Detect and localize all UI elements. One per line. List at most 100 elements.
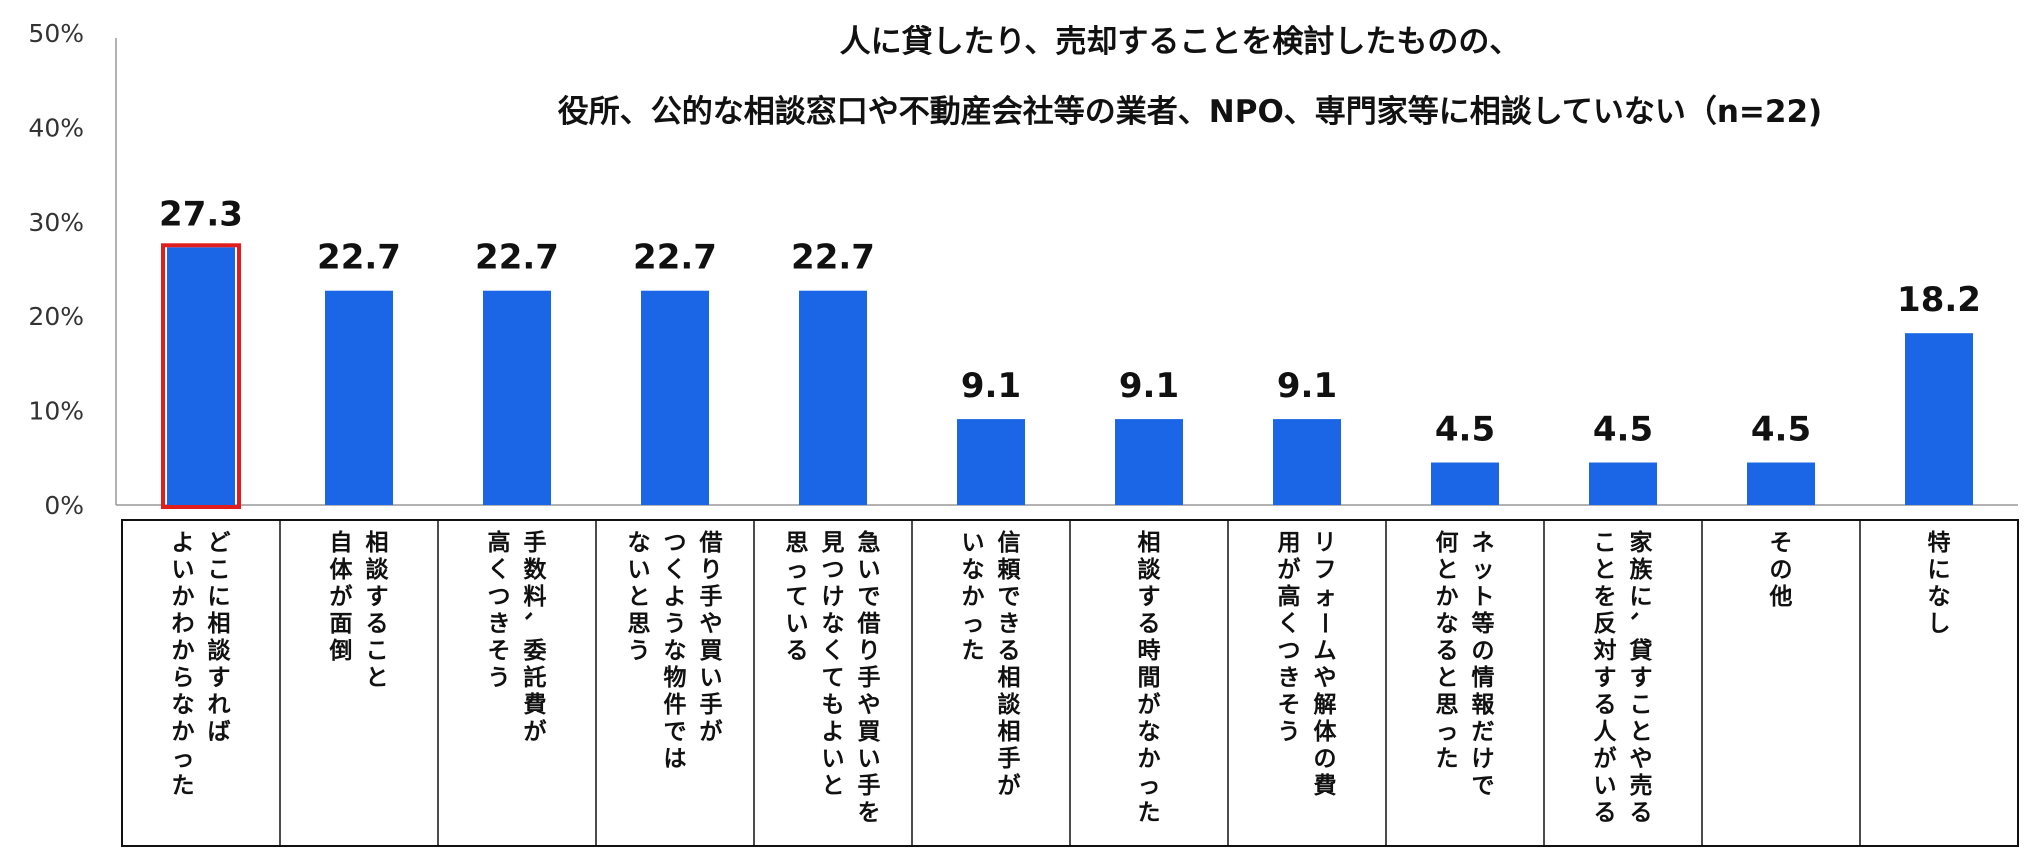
category-char: 族 xyxy=(1630,556,1654,583)
category-char: 見 xyxy=(822,530,845,556)
bar xyxy=(957,419,1025,505)
data-label: 9.1 xyxy=(1119,366,1179,406)
category-char: た xyxy=(1138,800,1161,826)
category-char: い xyxy=(858,746,881,772)
category-char: 自 xyxy=(330,529,353,556)
bar xyxy=(1905,333,1973,505)
category-char: 高 xyxy=(1278,583,1301,610)
category-char: な xyxy=(1436,611,1459,637)
category-char: に xyxy=(1928,557,1951,583)
category-char: 手 xyxy=(858,773,881,799)
category-char: よ xyxy=(172,530,195,556)
category-char: 等 xyxy=(1472,610,1495,637)
category-char: る xyxy=(1436,638,1459,664)
bars xyxy=(161,243,1973,509)
category-char: 物 xyxy=(664,664,687,691)
category-char: や xyxy=(700,611,723,637)
y-tick-label: 10% xyxy=(28,397,84,426)
category-char: る xyxy=(366,611,389,637)
category-char: か xyxy=(1138,746,1161,772)
category-char: る xyxy=(1630,800,1653,826)
category-char: そ xyxy=(1770,530,1793,556)
category-char: す xyxy=(1630,665,1653,691)
category-char: こ xyxy=(1630,692,1653,718)
category-char: ト xyxy=(1472,584,1495,610)
category-char: け xyxy=(1472,746,1495,772)
category-char: つ xyxy=(1278,638,1301,664)
data-label: 27.3 xyxy=(159,194,243,234)
category-char: 急 xyxy=(858,529,881,556)
category-char: と xyxy=(1594,557,1617,583)
category-char: 人 xyxy=(1594,719,1618,745)
data-label: 22.7 xyxy=(791,238,875,278)
category-char: っ xyxy=(786,557,809,583)
category-char: た xyxy=(962,638,985,664)
category-char: も xyxy=(822,692,845,718)
category-char: い xyxy=(700,665,723,691)
category-char: に xyxy=(208,584,231,610)
data-label: 4.5 xyxy=(1751,410,1811,450)
category-char: か xyxy=(172,584,195,610)
category-char: 買 xyxy=(858,719,881,745)
category-char: な xyxy=(664,638,687,664)
category-char: つ xyxy=(822,557,845,583)
bar xyxy=(1115,419,1183,505)
category-char: 倒 xyxy=(329,637,353,664)
category-char: る xyxy=(1138,611,1161,637)
category-char: や xyxy=(858,692,881,718)
bar xyxy=(641,290,709,505)
category-char: 談 xyxy=(208,637,232,664)
category-char: り xyxy=(700,557,723,583)
data-label: 18.2 xyxy=(1897,280,1981,320)
category-char: の xyxy=(1314,746,1337,772)
category-char: わ xyxy=(172,611,195,637)
category-char: 情 xyxy=(1472,665,1495,691)
category-char: 料 xyxy=(524,584,547,610)
category-char: は xyxy=(664,746,687,772)
category-char: そ xyxy=(488,638,511,664)
category-char: か xyxy=(172,719,195,745)
category-char: て xyxy=(822,665,845,691)
category-char: 時 xyxy=(1138,638,1161,664)
category-char: だ xyxy=(1472,719,1495,745)
category-char: き xyxy=(488,611,511,637)
category-char: 手 xyxy=(700,692,723,718)
y-tick-label: 30% xyxy=(28,208,84,237)
category-char: 思 xyxy=(1436,692,1459,718)
category-char: フ xyxy=(1314,557,1337,583)
category-char: 相 xyxy=(208,611,231,637)
category-char: け xyxy=(822,584,845,610)
category-char: う xyxy=(488,665,511,691)
y-axis: 0% 10% 20% 30% 40% 50% xyxy=(28,19,2018,520)
category-char: な xyxy=(1928,584,1951,610)
category-char: い xyxy=(172,557,195,583)
category-char: に xyxy=(1630,584,1653,610)
category-char: 談 xyxy=(1138,556,1162,583)
category-char: と xyxy=(628,584,651,610)
category-char: 思 xyxy=(786,530,809,556)
category-char: の xyxy=(1472,638,1495,664)
category-char: か xyxy=(1436,584,1459,610)
category-char: 借 xyxy=(699,530,723,556)
category-char: く xyxy=(1278,611,1301,637)
category-char: で xyxy=(998,584,1021,610)
category-char: っ xyxy=(962,611,985,637)
category-char: 信 xyxy=(998,529,1021,556)
category-char: す xyxy=(1138,584,1161,610)
category-char: や xyxy=(1630,746,1653,772)
category-char: ッ xyxy=(1472,557,1495,583)
category-char: 相 xyxy=(998,665,1021,691)
category-char: の xyxy=(1770,557,1793,583)
category-char: が xyxy=(700,718,723,745)
category-char: 用 xyxy=(1278,530,1301,556)
category-char: て xyxy=(786,584,809,610)
category-char: ー xyxy=(1311,612,1337,635)
category-char: と xyxy=(1630,719,1653,745)
category-char: か xyxy=(172,638,195,664)
category-char: っ xyxy=(172,746,195,772)
category-char: 買 xyxy=(700,638,723,664)
category-char: 体 xyxy=(330,557,354,583)
